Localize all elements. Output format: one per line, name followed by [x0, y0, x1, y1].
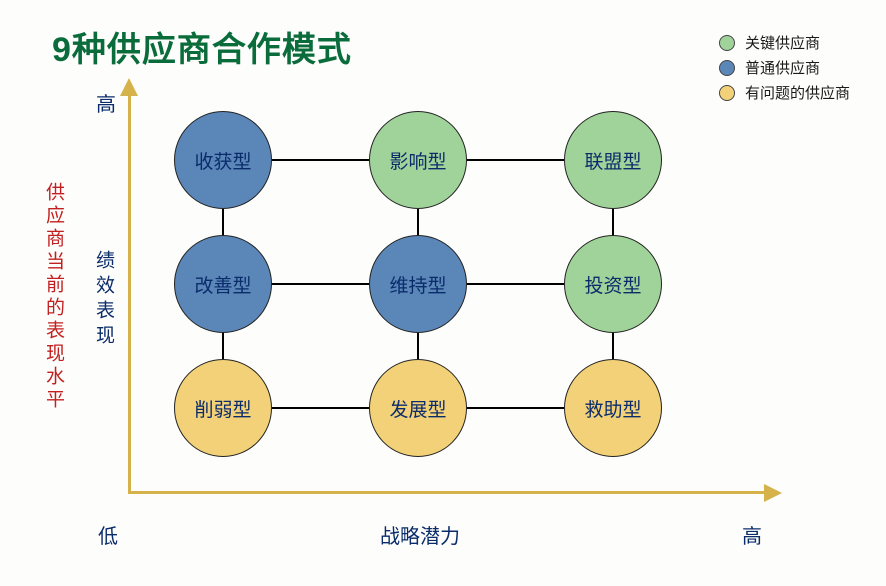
legend-item: 普通供应商: [719, 57, 850, 78]
connector-vertical: [612, 209, 614, 235]
connector-horizontal: [467, 159, 564, 161]
matrix-node: 救助型: [564, 359, 662, 457]
matrix-node: 发展型: [369, 359, 467, 457]
y-axis-line: [128, 82, 131, 494]
connector-vertical: [612, 333, 614, 359]
chart-title: 9种供应商合作模式: [52, 22, 352, 71]
y-axis-low-label: 低: [98, 520, 118, 549]
legend-item: 关键供应商: [719, 32, 850, 53]
connector-horizontal: [272, 159, 369, 161]
connector-vertical: [222, 209, 224, 235]
legend-label: 关键供应商: [745, 32, 820, 53]
matrix-node: 联盟型: [564, 111, 662, 209]
y-axis-high-label: 高: [96, 88, 116, 117]
connector-horizontal: [467, 407, 564, 409]
y-axis-description-blue: 绩效表现: [90, 250, 117, 350]
matrix-node: 投资型: [564, 235, 662, 333]
matrix-node: 收获型: [174, 111, 272, 209]
connector-vertical: [222, 333, 224, 359]
x-axis-high-label: 高: [742, 520, 762, 549]
matrix-chart: 收获型影响型联盟型改善型维持型投资型削弱型发展型救助型: [128, 82, 768, 522]
legend-label: 普通供应商: [745, 57, 820, 78]
matrix-node: 维持型: [369, 235, 467, 333]
connector-horizontal: [272, 407, 369, 409]
connector-horizontal: [272, 283, 369, 285]
matrix-node: 影响型: [369, 111, 467, 209]
matrix-node: 改善型: [174, 235, 272, 333]
x-axis-arrow-icon: [764, 484, 782, 502]
connector-vertical: [417, 209, 419, 235]
legend-dot-icon: [719, 35, 735, 51]
connector-horizontal: [467, 283, 564, 285]
x-axis-line: [128, 491, 778, 494]
legend-dot-icon: [719, 60, 735, 76]
matrix-node: 削弱型: [174, 359, 272, 457]
x-axis-label: 战略潜力: [380, 520, 460, 549]
y-axis-description-red: 供应商当前的表现水平: [40, 182, 67, 412]
y-axis-arrow-icon: [120, 78, 138, 96]
connector-vertical: [417, 333, 419, 359]
